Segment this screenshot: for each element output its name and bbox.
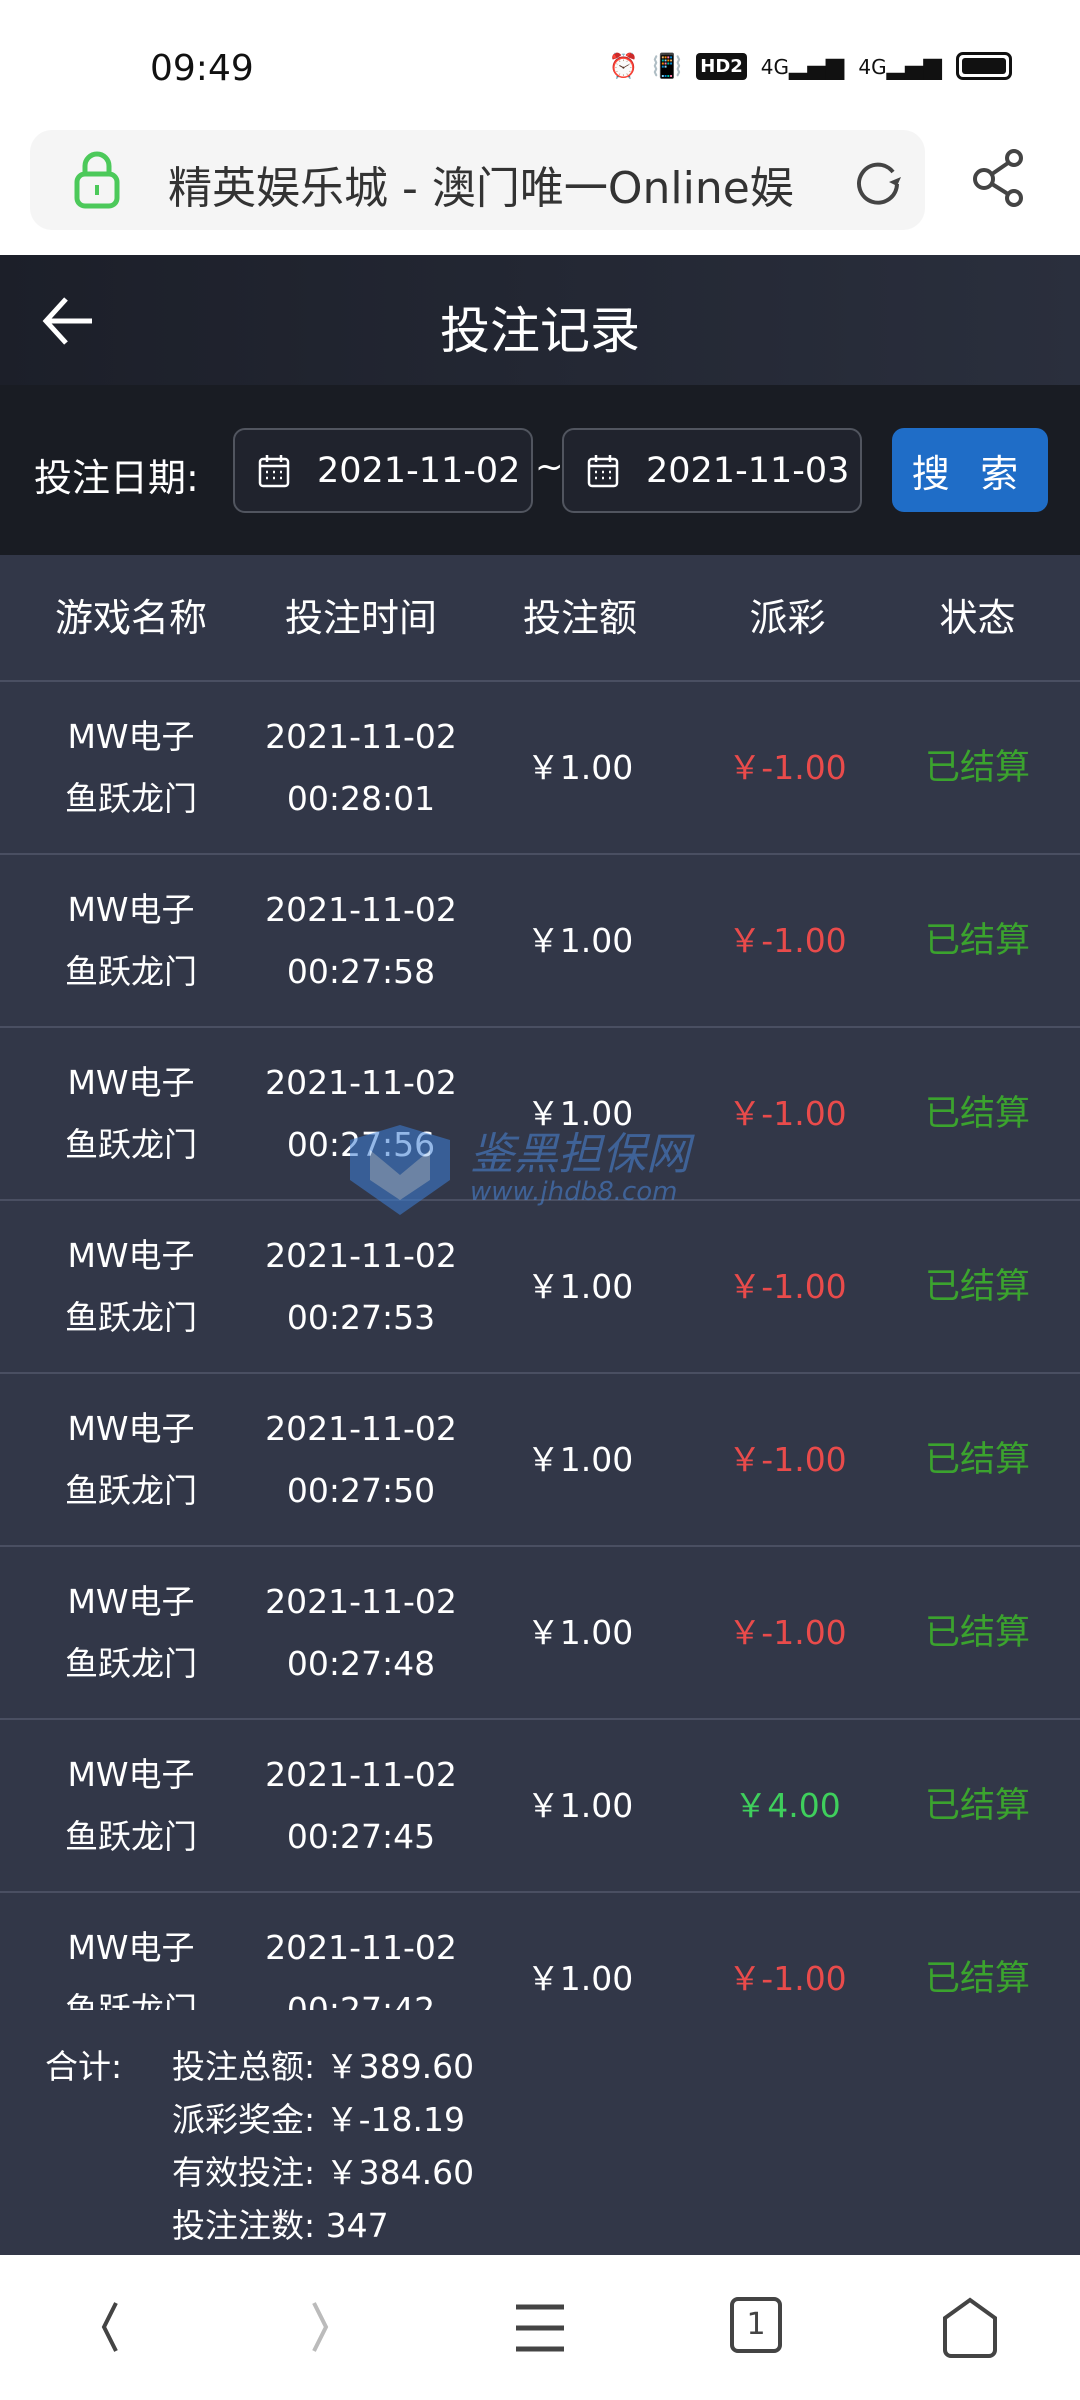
page-title: 投注记录: [440, 302, 640, 360]
status-badge: 已结算: [924, 920, 1030, 961]
table-row: MW电子 鱼跃龙门 2021-11-02 00:27:42 ￥1.00 ￥-1.00…: [0, 1893, 1080, 2011]
address-bar[interactable]: 精英娱乐城 - 澳门唯一Online娱: [30, 130, 925, 230]
browser-bottom-nav: 1: [0, 2255, 1080, 2400]
share-icon[interactable]: [970, 148, 1026, 208]
payout: ￥-1.00: [728, 1958, 847, 1998]
table-header: 游戏名称 投注时间 投注额 派彩 状态: [0, 555, 1080, 682]
calendar-icon: [258, 454, 290, 487]
bet-time: 2021-11-02 00:27:45: [265, 1754, 457, 1856]
date-label: 投注日期:: [34, 456, 199, 500]
bet-time: 2021-11-02 00:27:50: [265, 1408, 457, 1510]
bet-time: 2021-11-02 00:27:58: [265, 889, 457, 991]
status-badge: 已结算: [924, 1093, 1030, 1134]
back-nav-icon[interactable]: [90, 2297, 130, 2357]
summary-panel: 合计: 投注总额: ￥389.60 派彩奖金: ￥-18.19 有效投注: ￥3…: [0, 2010, 1080, 2255]
hd-badge: HD2: [696, 52, 747, 80]
bet-count: 投注注数: 347: [172, 2206, 389, 2245]
signal-icon-2: 4G▂▄▆: [858, 52, 942, 80]
payout: ￥-1.00: [728, 1612, 847, 1652]
status-badge: 已结算: [924, 1439, 1030, 1480]
column-header: 投注额: [522, 595, 637, 640]
status-badge: 已结算: [924, 747, 1030, 788]
payout: ￥-1.00: [728, 1439, 847, 1479]
payout: ￥4.00: [734, 1785, 841, 1825]
status-badge: 已结算: [924, 1266, 1030, 1307]
status-badge: 已结算: [924, 1958, 1030, 1999]
game-name: MW电子 鱼跃龙门: [65, 1754, 197, 1856]
bet-amount: ￥1.00: [526, 1612, 634, 1652]
game-name: MW电子 鱼跃龙门: [65, 1062, 197, 1164]
menu-icon[interactable]: [512, 2297, 568, 2357]
signal-icon: 4G▂▄▆: [760, 52, 845, 80]
bet-records-table: 游戏名称 投注时间 投注额 派彩 状态 MW电子 鱼跃龙门 2021-11-02 0…: [0, 555, 1080, 2010]
table-row: MW电子 鱼跃龙门 2021-11-02 00:27:58 ￥1.00 ￥-1.00…: [0, 855, 1080, 1028]
game-name: MW电子 鱼跃龙门: [65, 716, 197, 818]
vibrate-icon: 📳: [652, 52, 683, 80]
payout: ￥-1.00: [728, 1266, 847, 1306]
bet-amount: ￥1.00: [526, 1958, 634, 1998]
game-name: MW电子 鱼跃龙门: [65, 1408, 197, 1510]
payout: ￥-1.00: [728, 1093, 847, 1133]
page-title-url[interactable]: 精英娱乐城 - 澳门唯一Online娱: [168, 163, 794, 214]
payout: ￥-1.00: [728, 920, 847, 960]
alarm-icon: ⏰: [608, 52, 639, 80]
column-header: 派彩: [749, 595, 826, 640]
bet-time: 2021-11-02 00:27:42: [265, 1927, 457, 2011]
page-header: 投注记录: [0, 255, 1080, 385]
table-row: MW电子 鱼跃龙门 2021-11-02 00:27:48 ￥1.00 ￥-1.00…: [0, 1547, 1080, 1720]
bet-amount: ￥1.00: [526, 1266, 634, 1306]
lock-icon: [74, 151, 120, 209]
total-payout: 派彩奖金: ￥-18.19: [172, 2100, 465, 2139]
game-name: MW电子 鱼跃龙门: [65, 1927, 197, 2011]
table-row: MW电子 鱼跃龙门 2021-11-02 00:27:45 ￥1.00 ￥4.00 …: [0, 1720, 1080, 1893]
date-separator: ~: [535, 447, 564, 487]
end-date-value: 2021-11-03: [646, 450, 850, 491]
battery-icon: [956, 52, 1012, 80]
column-header: 状态: [939, 595, 1016, 640]
bet-amount: ￥1.00: [526, 920, 634, 960]
table-row: MW电子 鱼跃龙门 2021-11-02 00:28:01 ￥1.00 ￥-1.00…: [0, 682, 1080, 855]
table-row: MW电子 鱼跃龙门 2021-11-02 00:27:56 ￥1.00 ￥-1.00…: [0, 1028, 1080, 1201]
table-row: MW电子 鱼跃龙门 2021-11-02 00:27:50 ￥1.00 ￥-1.00…: [0, 1374, 1080, 1547]
column-header: 游戏名称: [54, 595, 207, 640]
game-name: MW电子 鱼跃龙门: [65, 1581, 197, 1683]
forward-nav-icon[interactable]: [300, 2297, 340, 2357]
start-date-input[interactable]: 2021-11-02: [233, 428, 533, 513]
bet-time: 2021-11-02 00:27:56: [265, 1062, 457, 1164]
end-date-input[interactable]: 2021-11-03: [562, 428, 862, 513]
status-icons: ⏰ 📳 HD2 4G▂▄▆ 4G▂▄▆: [608, 52, 1012, 80]
summary-label: 合计:: [45, 2047, 123, 2086]
bet-time: 2021-11-02 00:27:53: [265, 1235, 457, 1337]
column-header: 投注时间: [284, 595, 437, 640]
date-filter: 投注日期: 2021-11-02 ~ 2021-11-03 搜 索: [0, 385, 1080, 555]
bet-amount: ￥1.00: [526, 1093, 634, 1133]
game-name: MW电子 鱼跃龙门: [65, 889, 197, 991]
reload-icon[interactable]: [853, 156, 903, 206]
status-badge: 已结算: [924, 1785, 1030, 1826]
tabs-button[interactable]: 1: [730, 2297, 782, 2353]
valid-bet: 有效投注: ￥384.60: [172, 2153, 475, 2192]
bet-amount: ￥1.00: [526, 747, 634, 787]
game-name: MW电子 鱼跃龙门: [65, 1235, 197, 1337]
payout: ￥-1.00: [728, 747, 847, 787]
bet-time: 2021-11-02 00:28:01: [265, 716, 457, 818]
table-row: MW电子 鱼跃龙门 2021-11-02 00:27:53 ￥1.00 ￥-1.00…: [0, 1201, 1080, 1374]
status-badge: 已结算: [924, 1612, 1030, 1653]
start-date-value: 2021-11-02: [317, 450, 521, 491]
calendar-icon: [587, 454, 619, 487]
home-icon[interactable]: [940, 2297, 1000, 2359]
total-bet: 投注总额: ￥389.60: [172, 2047, 475, 2086]
search-button[interactable]: 搜 索: [892, 428, 1048, 512]
status-bar: 09:49 ⏰ 📳 HD2 4G▂▄▆ 4G▂▄▆: [0, 0, 1080, 120]
bet-amount: ￥1.00: [526, 1439, 634, 1479]
bet-amount: ￥1.00: [526, 1785, 634, 1825]
back-arrow-icon[interactable]: [40, 293, 96, 349]
clock: 09:49: [150, 48, 254, 89]
bet-time: 2021-11-02 00:27:48: [265, 1581, 457, 1683]
